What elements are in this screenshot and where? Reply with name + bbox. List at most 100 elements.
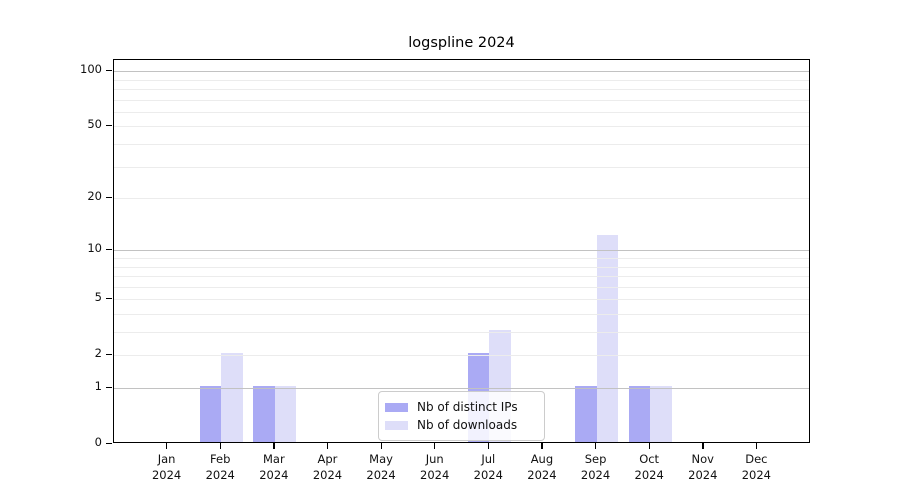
legend-label: Nb of distinct IPs bbox=[417, 400, 518, 414]
minor-gridline bbox=[114, 299, 809, 301]
minor-gridline bbox=[114, 258, 809, 259]
x-tick-label: Jul 2024 bbox=[458, 451, 518, 483]
x-tick-month: Feb bbox=[210, 452, 231, 466]
bar-distinct-ips-oct bbox=[628, 386, 651, 442]
y-tick-label: 5 bbox=[94, 290, 102, 305]
x-tick-mark bbox=[702, 443, 704, 449]
chart-title: logspline 2024 bbox=[408, 35, 515, 51]
minor-gridline bbox=[114, 198, 809, 200]
x-tick-year: 2024 bbox=[527, 468, 557, 482]
y-tick-mark bbox=[106, 297, 112, 300]
x-tick-year: 2024 bbox=[580, 468, 611, 482]
major-gridline bbox=[114, 71, 809, 73]
bar-downloads-feb bbox=[221, 353, 243, 442]
x-tick-month: Jul bbox=[481, 452, 496, 466]
x-tick-year: 2024 bbox=[634, 468, 664, 482]
x-tick-year: 2024 bbox=[259, 468, 289, 482]
x-tick-mark bbox=[487, 443, 490, 449]
x-tick-label: Feb 2024 bbox=[190, 451, 250, 483]
x-tick-label: Sep 2024 bbox=[566, 451, 626, 483]
minor-gridline bbox=[114, 79, 809, 81]
x-tick-mark bbox=[434, 443, 436, 449]
x-tick-mark bbox=[166, 443, 168, 449]
x-tick-month: Dec bbox=[745, 452, 768, 466]
x-tick-label: Apr 2024 bbox=[297, 451, 357, 483]
x-tick-mark bbox=[380, 443, 382, 449]
y-tick-mark bbox=[106, 248, 112, 251]
major-gridline bbox=[114, 250, 809, 252]
y-tick-label: 100 bbox=[80, 62, 102, 77]
y-tick-mark bbox=[106, 442, 112, 444]
legend-swatch bbox=[385, 402, 408, 412]
y-tick-mark bbox=[106, 124, 112, 127]
x-tick-month: Apr bbox=[317, 452, 338, 466]
y-tick-mark bbox=[106, 386, 112, 388]
major-gridline bbox=[114, 388, 809, 389]
y-tick-label: 1 bbox=[94, 379, 102, 393]
bar-downloads-mar bbox=[274, 386, 297, 442]
minor-gridline bbox=[114, 286, 809, 288]
y-tick-label: 20 bbox=[87, 189, 102, 204]
x-tick-year: 2024 bbox=[420, 468, 450, 482]
x-tick-month: Aug bbox=[530, 452, 554, 466]
x-tick-mark bbox=[595, 443, 597, 449]
minor-gridline bbox=[114, 266, 809, 268]
minor-gridline bbox=[114, 313, 809, 315]
y-tick-mark bbox=[106, 196, 112, 198]
y-tick-label: 0 bbox=[94, 435, 102, 449]
bar-distinct-ips-feb bbox=[199, 386, 222, 442]
x-tick-label: Mar 2024 bbox=[244, 451, 304, 483]
x-tick-year: 2024 bbox=[151, 468, 182, 482]
x-tick-year: 2024 bbox=[205, 468, 235, 482]
legend: Nb of distinct IPs Nb of downloads bbox=[378, 391, 545, 441]
x-tick-label: Jun 2024 bbox=[405, 451, 465, 483]
y-tick-label: 2 bbox=[94, 346, 102, 361]
x-tick-month: Mar bbox=[262, 452, 285, 466]
x-tick-year: 2024 bbox=[741, 468, 772, 482]
x-tick-year: 2024 bbox=[473, 468, 503, 482]
minor-gridline bbox=[114, 89, 809, 91]
x-tick-label: Jan 2024 bbox=[137, 451, 197, 483]
x-tick-month: Jun bbox=[425, 452, 444, 466]
bar-downloads-sep bbox=[596, 234, 619, 442]
minor-gridline bbox=[114, 144, 809, 146]
y-tick-mark bbox=[106, 69, 112, 71]
bar-distinct-ips-sep bbox=[575, 386, 597, 442]
x-tick-label: Oct 2024 bbox=[619, 451, 679, 483]
x-tick-month: Sep bbox=[584, 452, 607, 466]
minor-gridline bbox=[114, 111, 809, 113]
minor-gridline bbox=[114, 276, 809, 278]
minor-gridline bbox=[114, 166, 809, 168]
x-tick-year: 2024 bbox=[312, 468, 343, 482]
x-tick-year: 2024 bbox=[366, 468, 396, 482]
y-tick-label: 50 bbox=[87, 117, 102, 132]
x-tick-month: Oct bbox=[639, 452, 660, 466]
legend-label: Nb of downloads bbox=[417, 418, 518, 432]
legend-item: Nb of distinct IPs bbox=[385, 398, 534, 416]
x-tick-month: Nov bbox=[691, 452, 714, 466]
y-tick-label: 10 bbox=[87, 241, 102, 256]
x-tick-mark bbox=[648, 443, 650, 449]
legend-swatch bbox=[385, 420, 408, 430]
x-tick-label: Nov 2024 bbox=[673, 451, 733, 483]
legend-item: Nb of downloads bbox=[385, 416, 534, 434]
x-tick-mark bbox=[273, 443, 275, 449]
x-tick-label: Dec 2024 bbox=[726, 451, 786, 483]
minor-gridline bbox=[114, 355, 809, 357]
x-tick-label: Aug 2024 bbox=[512, 451, 572, 483]
x-tick-label: May 2024 bbox=[351, 451, 411, 483]
minor-gridline bbox=[114, 126, 809, 128]
x-tick-mark bbox=[219, 443, 222, 449]
y-tick-mark bbox=[106, 353, 112, 356]
bar-distinct-ips-mar bbox=[253, 386, 275, 442]
x-tick-mark bbox=[326, 443, 329, 449]
x-tick-mark bbox=[755, 443, 758, 449]
x-tick-month: Jan bbox=[157, 452, 176, 466]
x-tick-mark bbox=[541, 443, 543, 449]
minor-gridline bbox=[114, 99, 809, 101]
minor-gridline bbox=[114, 332, 809, 334]
plot-area bbox=[113, 59, 810, 443]
x-tick-year: 2024 bbox=[688, 468, 718, 482]
bar-downloads-oct bbox=[650, 386, 672, 442]
